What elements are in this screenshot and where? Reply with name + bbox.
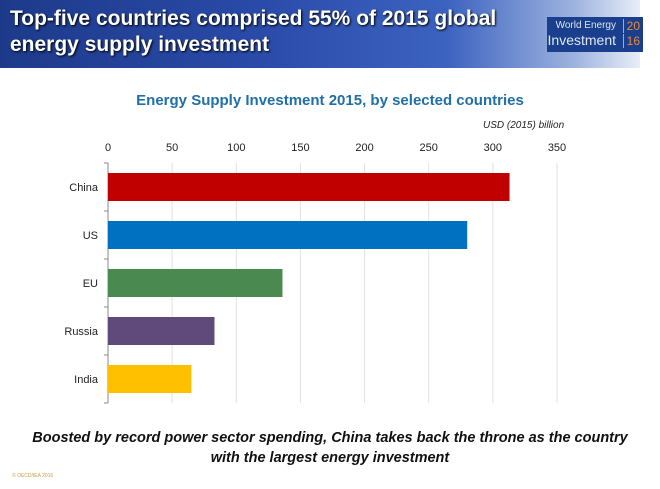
x-tick-label: 0	[105, 142, 111, 154]
logo-line-2: Investment	[547, 32, 616, 48]
logo-year-top: 20	[622, 19, 640, 33]
category-label: EU	[83, 278, 98, 290]
x-tick-label: 50	[166, 142, 178, 154]
bar-china	[108, 173, 510, 201]
category-label: Russia	[64, 326, 99, 338]
chart-title: Energy Supply Investment 2015, by select…	[136, 92, 524, 109]
unit-label: USD (2015) billion	[483, 120, 565, 131]
x-tick-label: 200	[355, 142, 373, 154]
caption-line-1: Boosted by record power sector spending,…	[32, 430, 628, 446]
bar-india	[108, 365, 192, 393]
caption-line-2: with the largest energy investment	[210, 450, 450, 466]
bar-eu	[108, 269, 283, 297]
header-banner: Top-five countries comprised 55% of 2015…	[0, 0, 640, 68]
copyright: © OECD/IEA 2016	[12, 473, 54, 479]
x-tick-label: 250	[420, 142, 438, 154]
title-line-1: Top-five countries comprised 55% of 2015…	[10, 7, 497, 30]
x-tick-label: 350	[548, 142, 566, 154]
bar-russia	[108, 317, 215, 345]
title-line-2: energy supply investment	[10, 33, 270, 56]
x-tick-label: 150	[291, 142, 309, 154]
x-tick-label: 100	[227, 142, 245, 154]
x-tick-label: 300	[484, 142, 502, 154]
category-label: US	[83, 230, 98, 242]
wei-logo: World Energy Investment 20 16	[547, 17, 643, 52]
bar-us	[108, 221, 468, 249]
caption: Boosted by record power sector spending,…	[0, 428, 660, 468]
category-label: India	[74, 374, 99, 386]
logo-year-bottom: 16	[622, 34, 640, 48]
logo-line-1: World Energy	[555, 20, 616, 31]
slide-title: Top-five countries comprised 55% of 2015…	[10, 6, 496, 58]
category-label: China	[69, 182, 99, 194]
